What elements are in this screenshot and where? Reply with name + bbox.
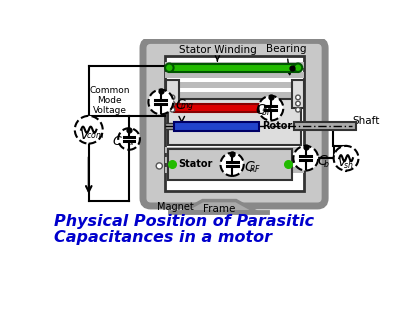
Circle shape <box>156 163 162 169</box>
Circle shape <box>170 95 175 100</box>
Circle shape <box>296 95 300 100</box>
Circle shape <box>170 108 175 112</box>
Text: $_{RF}$: $_{RF}$ <box>249 164 261 176</box>
Text: Magnet: Magnet <box>157 202 194 212</box>
Bar <box>165 72 304 78</box>
Text: $C$: $C$ <box>317 154 329 168</box>
Text: Frame: Frame <box>203 204 235 214</box>
Circle shape <box>334 146 358 170</box>
Text: $_{_{SF}}$: $_{_{SF}}$ <box>128 138 136 148</box>
Circle shape <box>75 116 103 144</box>
Bar <box>165 157 304 163</box>
Text: Bearing: Bearing <box>266 43 307 75</box>
Circle shape <box>156 100 162 107</box>
Bar <box>165 62 304 68</box>
Text: Shaft: Shaft <box>352 116 380 126</box>
Bar <box>165 56 304 191</box>
Circle shape <box>156 108 162 114</box>
Text: $V$: $V$ <box>337 156 348 169</box>
Ellipse shape <box>294 64 302 72</box>
Polygon shape <box>182 201 257 212</box>
Bar <box>292 80 304 108</box>
Text: $_{b}$: $_{b}$ <box>323 158 330 171</box>
Bar <box>165 123 176 129</box>
Circle shape <box>296 101 300 106</box>
Text: $C$: $C$ <box>244 160 255 174</box>
Circle shape <box>170 101 175 106</box>
Bar <box>166 80 179 108</box>
Bar <box>294 122 356 130</box>
Circle shape <box>220 153 244 176</box>
FancyBboxPatch shape <box>143 40 325 206</box>
Circle shape <box>303 163 309 169</box>
Text: Stator: Stator <box>178 159 212 169</box>
Bar <box>165 147 304 153</box>
Circle shape <box>296 108 300 112</box>
Text: $C$: $C$ <box>175 98 186 112</box>
Text: $_{SR}$: $_{SR}$ <box>261 107 272 119</box>
Circle shape <box>258 96 283 121</box>
Text: Capacitances in a motor: Capacitances in a motor <box>54 230 272 245</box>
Text: $C$: $C$ <box>112 135 123 148</box>
Bar <box>169 64 298 72</box>
Text: $_{com}$: $_{com}$ <box>86 131 104 141</box>
Text: Stator Winding: Stator Winding <box>178 45 256 61</box>
Text: Common
Mode
Voltage: Common Mode Voltage <box>90 86 130 115</box>
Text: $V$: $V$ <box>80 128 92 142</box>
Text: Physical Position of Parasitic: Physical Position of Parasitic <box>54 214 314 229</box>
Bar <box>165 167 304 173</box>
Bar <box>165 92 304 98</box>
Ellipse shape <box>165 64 174 72</box>
Circle shape <box>156 94 162 100</box>
Text: $_{mg}$: $_{mg}$ <box>180 102 194 114</box>
Bar <box>174 122 259 131</box>
Bar <box>168 149 292 180</box>
Circle shape <box>118 128 140 150</box>
Bar <box>174 104 259 112</box>
Circle shape <box>148 90 173 114</box>
Text: $_{sh}$: $_{sh}$ <box>343 160 354 172</box>
Bar <box>165 82 304 88</box>
Text: $C$: $C$ <box>255 103 267 117</box>
Bar <box>168 99 301 145</box>
Circle shape <box>293 146 318 170</box>
Text: Rotor: Rotor <box>262 121 293 131</box>
